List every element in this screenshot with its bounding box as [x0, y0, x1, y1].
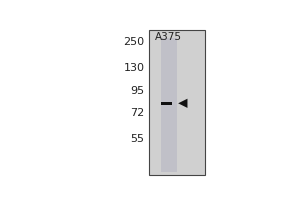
Bar — [161, 38, 177, 172]
Text: 95: 95 — [130, 86, 145, 96]
Polygon shape — [178, 99, 188, 108]
Text: 250: 250 — [123, 37, 145, 47]
Bar — [149, 30, 205, 175]
Text: A375: A375 — [155, 32, 182, 42]
Text: 55: 55 — [130, 134, 145, 144]
Text: 72: 72 — [130, 108, 145, 118]
Bar — [161, 102, 172, 105]
Text: 130: 130 — [124, 63, 145, 73]
